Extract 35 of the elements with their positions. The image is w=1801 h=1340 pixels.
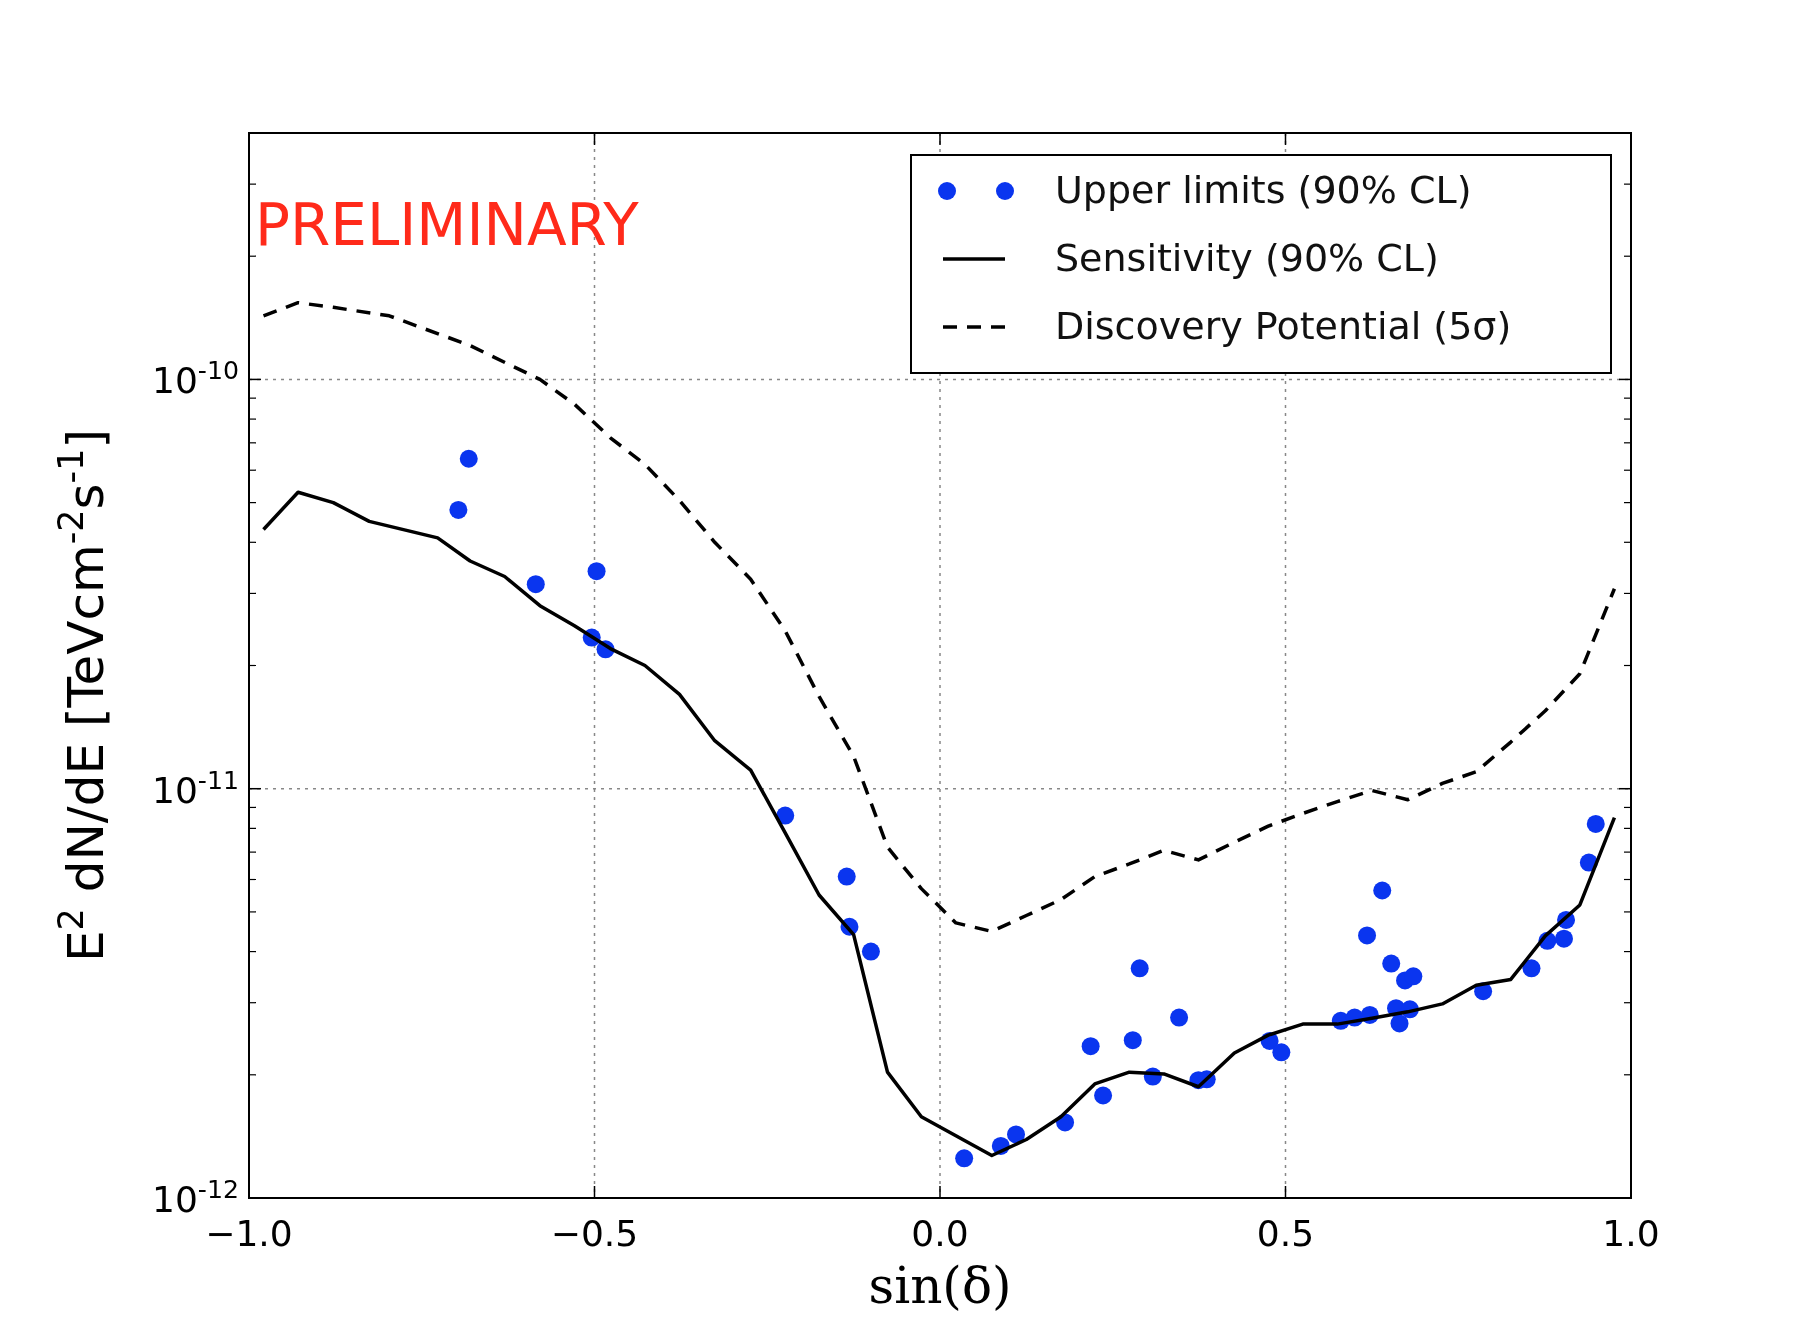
annotation: PRELIMINARY [255, 191, 640, 259]
point [1170, 1008, 1189, 1027]
point [1358, 926, 1377, 945]
point [1554, 929, 1573, 948]
point [1123, 1031, 1142, 1050]
point [459, 449, 478, 468]
legend-label: Sensitivity (90% CL) [1055, 236, 1439, 280]
legend-label: Discovery Potential (5σ) [1055, 304, 1512, 348]
x-tick-label: 0.0 [911, 1213, 969, 1254]
point [955, 1149, 974, 1168]
line-series [261, 490, 1617, 1158]
point [1404, 967, 1423, 986]
x-tick-label: 0.5 [1256, 1213, 1315, 1254]
point [526, 575, 545, 594]
point [1094, 1086, 1113, 1105]
x-tick-label: 1.0 [1602, 1213, 1660, 1254]
point [1522, 959, 1541, 978]
point [861, 942, 880, 961]
point [587, 562, 606, 581]
point [1081, 1037, 1100, 1056]
point [837, 867, 856, 886]
point [1586, 814, 1605, 833]
point [1130, 959, 1149, 978]
y-tick-label: 10$^{-10}$ [152, 355, 239, 402]
point [1373, 881, 1392, 900]
legend-label: Upper limits (90% CL) [1055, 168, 1472, 212]
point [1007, 1125, 1026, 1144]
x-tick-label: −0.5 [550, 1213, 639, 1254]
point [1272, 1043, 1291, 1062]
point [1382, 954, 1401, 973]
y-tick-label: 10$^{-11}$ [152, 765, 239, 811]
line-series [261, 300, 1617, 934]
point [449, 500, 468, 519]
point [1390, 1014, 1409, 1033]
x-axis-title: sin(δ) [868, 1257, 1012, 1315]
